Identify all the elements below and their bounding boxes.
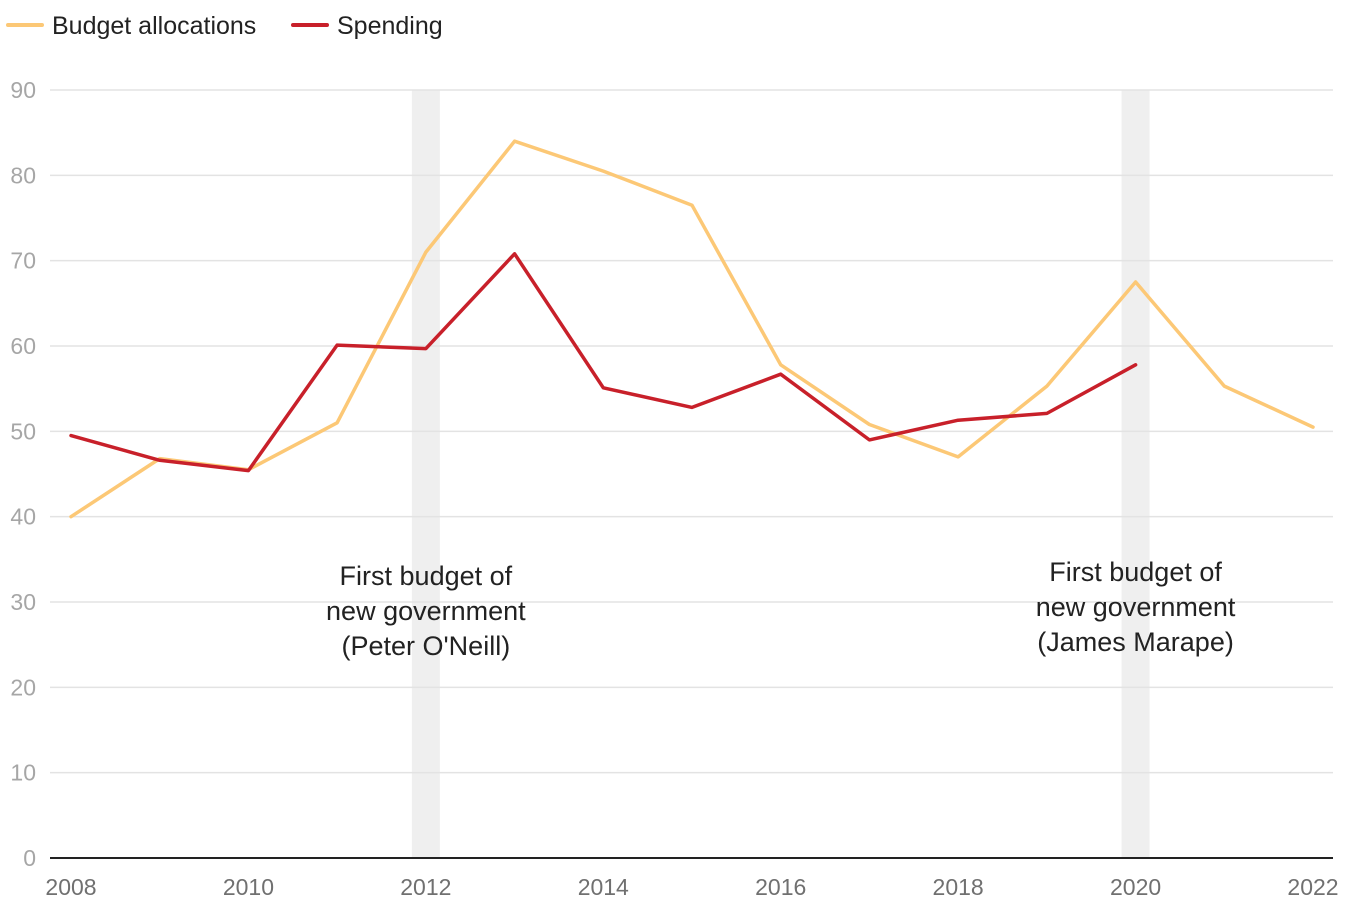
gridlines xyxy=(50,89,1333,859)
x-tick-label: 2022 xyxy=(1287,874,1338,900)
y-tick-label: 90 xyxy=(10,77,36,103)
y-tick-label: 0 xyxy=(23,845,36,871)
highlight-band-2012 xyxy=(411,90,440,858)
legend: Budget allocations Spending xyxy=(6,12,443,40)
legend-label: Budget allocations xyxy=(52,12,256,40)
annotation-line: new government xyxy=(326,596,526,626)
annotation-line: First budget of xyxy=(1049,557,1222,587)
y-tick-label: 20 xyxy=(10,674,36,700)
legend-item-budget-allocations: Budget allocations xyxy=(6,12,256,40)
legend-item-spending: Spending xyxy=(291,12,443,40)
x-tick-label: 2018 xyxy=(933,874,984,900)
x-tick-label: 2008 xyxy=(45,874,96,900)
x-tick-label: 2012 xyxy=(400,874,451,900)
y-tick-label: 30 xyxy=(10,589,36,615)
x-tick-label: 2010 xyxy=(223,874,274,900)
legend-label: Spending xyxy=(337,12,443,40)
y-tick-label: 80 xyxy=(10,162,36,188)
series-lines xyxy=(69,139,1315,519)
annotation-line: First budget of xyxy=(340,561,513,591)
y-tick-label: 70 xyxy=(10,248,36,274)
y-tick-label: 50 xyxy=(10,418,36,444)
x-axis: 2008 2010 2012 2014 2016 2018 2020 2022 xyxy=(45,874,1338,900)
y-tick-label: 40 xyxy=(10,504,36,530)
annotation-line: new government xyxy=(1036,592,1236,622)
annotation-line: (Peter O'Neill) xyxy=(342,631,511,661)
y-tick-label: 60 xyxy=(10,333,36,359)
x-tick-label: 2016 xyxy=(755,874,806,900)
y-tick-label: 10 xyxy=(10,760,36,786)
x-tick-label: 2020 xyxy=(1110,874,1161,900)
highlight-band-2020 xyxy=(1121,90,1150,858)
annotation-line: (James Marape) xyxy=(1037,627,1234,657)
series-line-spending xyxy=(69,252,1138,473)
annotation-2020: First budget of new government (James Mara… xyxy=(1036,557,1236,657)
x-tick-label: 2014 xyxy=(578,874,629,900)
annotations: First budget of new government (Peter O'Ne… xyxy=(326,557,1236,661)
annotation-2012: First budget of new government (Peter O'Ne… xyxy=(326,561,526,661)
y-axis: 0 10 20 30 40 50 60 70 80 90 xyxy=(10,77,36,871)
highlight-bands xyxy=(411,90,1150,858)
